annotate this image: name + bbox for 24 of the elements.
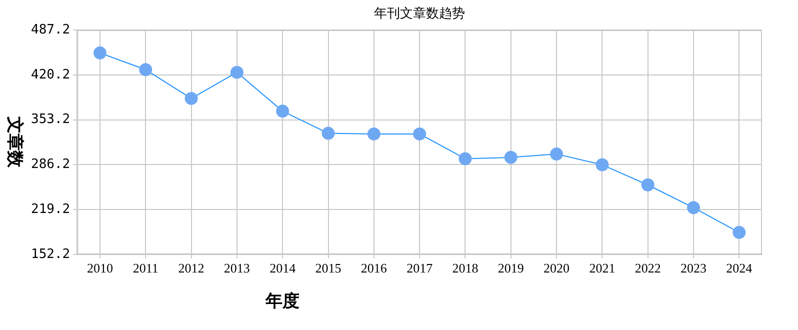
y-tick-label: 286.2 — [30, 157, 70, 172]
y-tick-label: 353.2 — [30, 112, 70, 128]
x-tick-label: 2023 — [680, 260, 707, 276]
x-tick-label: 2017 — [406, 260, 434, 276]
x-tick-label: 2013 — [224, 260, 250, 276]
y-tick-label: 219.2 — [30, 202, 70, 217]
y-tick-label: 420.2 — [30, 67, 70, 82]
x-tick-label: 2018 — [452, 260, 478, 276]
x-tick-label: 2016 — [360, 260, 388, 276]
x-tick-label: 2014 — [270, 260, 296, 276]
x-tick-label: 2020 — [544, 260, 570, 276]
x-tick-label: 2015 — [315, 260, 342, 276]
chart-title: 年刊文章数趋势 — [374, 6, 466, 22]
x-tick-label: 2021 — [589, 260, 616, 276]
y-tick-label: 152.2 — [30, 246, 70, 262]
x-tick-label: 2010 — [86, 260, 113, 276]
x-tick-label: 2022 — [634, 260, 661, 276]
x-tick-label: 2019 — [498, 260, 524, 276]
y-axis-title: 文章数 — [6, 116, 25, 169]
x-tick-label: 2024 — [726, 260, 753, 276]
x-tick-label: 2012 — [178, 260, 204, 276]
x-axis-title: 年度 — [264, 291, 300, 310]
x-tick-label: 2011 — [132, 260, 158, 276]
y-tick-label: 487.2 — [30, 22, 70, 38]
